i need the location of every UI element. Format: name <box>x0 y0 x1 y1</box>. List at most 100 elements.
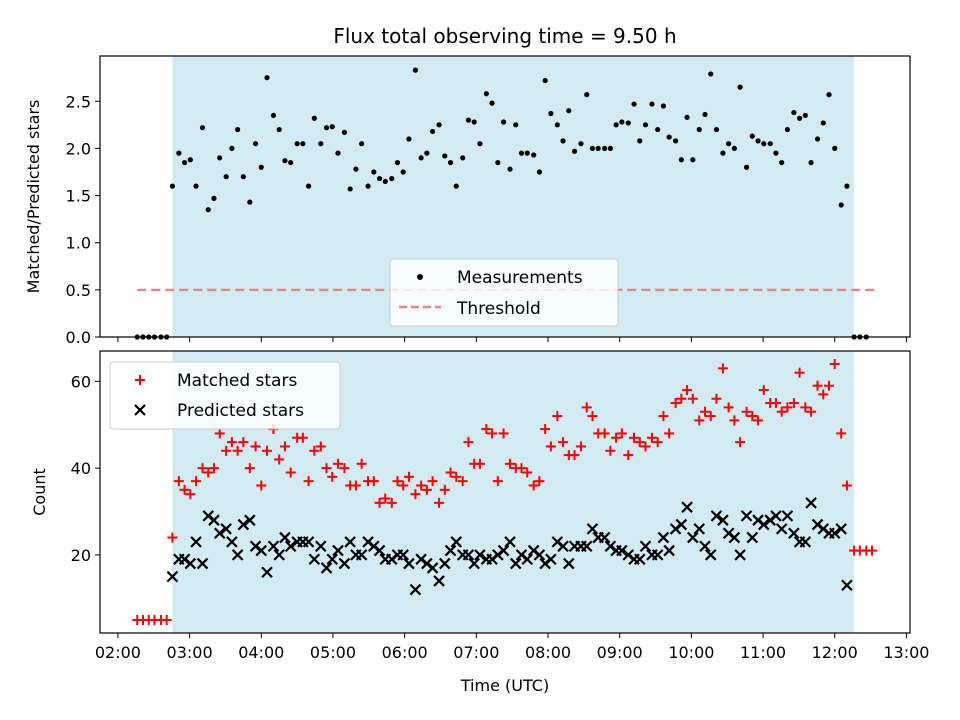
predicted-star-point <box>651 549 664 561</box>
measurement-point <box>731 145 737 152</box>
measurement-point <box>784 126 791 133</box>
matched-star-point <box>368 476 379 487</box>
measurement-point <box>270 112 277 119</box>
predicted-star-point <box>244 514 256 526</box>
matched-star-point <box>545 441 556 452</box>
predicted-star-point <box>563 557 575 570</box>
matched-star-point <box>392 476 403 487</box>
xtick-label: 03:00 <box>167 643 213 662</box>
predicted-star-point <box>279 531 291 544</box>
predicted-star-point <box>439 557 451 570</box>
top-ytick-label: 0.0 <box>66 328 91 347</box>
matched-star-point <box>481 424 492 435</box>
predicted-star-point <box>444 544 457 557</box>
measurement-point <box>844 183 850 189</box>
measurement-point <box>649 101 655 107</box>
measurement-point <box>483 91 489 97</box>
matched-star-point <box>427 476 438 487</box>
measurement-point <box>642 122 649 128</box>
predicted-star-point <box>681 501 693 513</box>
xtick-label: 13:00 <box>883 643 929 662</box>
measurement-point <box>382 178 388 185</box>
predicted-star-point <box>397 549 409 561</box>
predicted-star-point <box>704 549 717 561</box>
matched-star-point <box>599 428 610 439</box>
matched-star-point <box>221 445 232 456</box>
measurement-point <box>217 155 223 161</box>
matched-star-point <box>173 476 184 487</box>
matched-star-point <box>611 432 622 443</box>
matched-star-point <box>167 532 178 543</box>
measurement-point <box>518 150 525 156</box>
predicted-star-point <box>226 536 238 548</box>
matched-star-point <box>705 411 716 422</box>
predicted-star-point <box>687 531 699 544</box>
measurement-point <box>814 136 821 142</box>
measurement-point <box>743 164 750 170</box>
measurement-point <box>726 141 732 147</box>
predicted-star-point <box>521 553 533 566</box>
measurement-point <box>696 126 702 133</box>
matched-star-point <box>244 463 255 474</box>
measurement-point <box>797 115 803 121</box>
matched-star-point <box>303 476 314 487</box>
measurement-point <box>353 166 359 172</box>
measurement-point <box>808 159 814 166</box>
matched-star-point <box>747 411 758 422</box>
measurement-point <box>176 150 182 156</box>
matched-star-point <box>794 367 805 378</box>
predicted-star-point <box>639 540 652 553</box>
predicted-star-point <box>474 549 486 561</box>
top-ytick-label: 2.5 <box>66 92 91 111</box>
matched-star-point <box>238 437 249 448</box>
measurement-point <box>495 159 501 166</box>
measurement-point <box>436 122 442 128</box>
measurement-point <box>500 119 507 125</box>
measurement-point <box>602 145 608 152</box>
legend-label-matched-stars: Matched stars <box>177 371 297 391</box>
matched-star-point <box>321 463 332 474</box>
measurement-point <box>571 148 578 154</box>
measurement-point <box>471 119 477 125</box>
measurement-point <box>619 119 625 125</box>
matched-star-point <box>682 385 693 396</box>
predicted-star-point <box>497 544 510 557</box>
predicted-star-point <box>657 531 670 544</box>
matched-star-point <box>534 476 545 487</box>
predicted-star-point <box>237 518 250 531</box>
xtick-label: 06:00 <box>382 643 428 662</box>
measurement-point <box>826 92 832 98</box>
predicted-star-point <box>710 510 723 522</box>
measurement-point <box>832 145 838 152</box>
measurement-point <box>329 124 335 130</box>
matched-star-point <box>498 428 509 439</box>
predicted-star-point <box>450 536 463 548</box>
measurement-point <box>247 199 253 205</box>
predicted-star-point <box>208 514 220 526</box>
matched-star-point <box>356 458 367 469</box>
matched-star-point <box>616 428 627 439</box>
measurement-point <box>637 138 643 144</box>
measurement-point <box>755 138 761 144</box>
measurement-point <box>371 169 377 175</box>
measurement-point <box>702 111 708 118</box>
matched-star-point <box>309 445 320 456</box>
matched-star-point <box>374 497 385 508</box>
bottom-ytick-label: 40 <box>71 459 91 478</box>
predicted-star-point <box>284 540 297 553</box>
predicted-star-point <box>775 523 788 535</box>
matched-star-point <box>279 441 290 452</box>
measurement-point <box>264 75 270 81</box>
measurement-point <box>394 159 401 166</box>
measurement-point <box>323 125 330 131</box>
matched-star-point <box>558 437 569 448</box>
matched-star-point <box>226 437 237 448</box>
legend-x-marker <box>134 404 146 416</box>
xtick-label: 12:00 <box>812 643 858 662</box>
matched-star-point <box>581 402 592 413</box>
predicted-star-point <box>717 514 729 526</box>
legend-label-predicted-stars: Predicted stars <box>177 401 304 421</box>
predicted-star-point <box>770 510 782 522</box>
measurement-point <box>791 109 797 116</box>
